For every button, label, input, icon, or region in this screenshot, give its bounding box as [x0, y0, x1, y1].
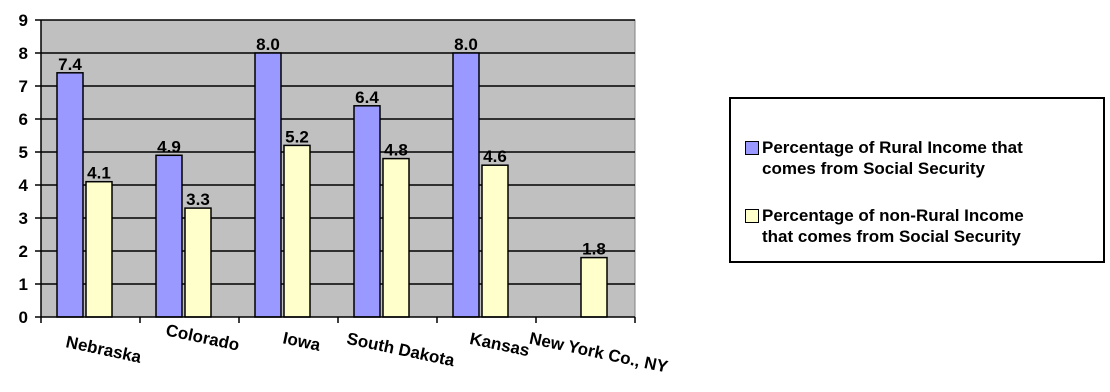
- bar: [382, 157, 410, 318]
- legend-swatch-rural: [745, 141, 759, 155]
- bar-value-label: 7.4: [58, 55, 82, 74]
- legend-swatch-non-rural: [745, 209, 759, 223]
- bar-value-label: 4.6: [483, 147, 507, 166]
- bar-value-label: 5.2: [285, 127, 309, 146]
- y-tick-label: 2: [19, 242, 28, 261]
- bar: [155, 154, 183, 318]
- legend-item-rural: Percentage of Rural Income that comes fr…: [745, 137, 1023, 179]
- y-tick-label: 6: [19, 110, 28, 129]
- x-tick-label: South Dakota: [345, 329, 457, 370]
- y-tick-label: 8: [19, 44, 28, 63]
- bar: [184, 207, 212, 318]
- bar: [283, 144, 311, 318]
- bar-value-label: 1.8: [582, 240, 606, 259]
- bar-value-label: 4.8: [384, 141, 408, 160]
- bar: [452, 52, 480, 318]
- bar: [580, 256, 608, 318]
- y-tick-label: 7: [19, 77, 28, 96]
- y-tick-label: 3: [19, 209, 28, 228]
- bar: [254, 52, 282, 318]
- bar: [85, 180, 113, 318]
- legend-label-rural: Percentage of Rural Income that comes fr…: [762, 138, 1023, 178]
- y-tick-label: 9: [19, 11, 28, 30]
- bar-value-label: 4.9: [157, 137, 181, 156]
- bar-chart: 7.4 4.9 8.0 6.4 8.0 4.1 3.3 5.2 4.8 4.6 1.8 0 1 2 3 4 5…: [19, 11, 671, 377]
- bar: [56, 72, 84, 318]
- data-labels: 7.4 4.9 8.0 6.4 8.0 4.1 3.3 5.2 4.8 4.6 1.8: [58, 35, 606, 259]
- legend: Percentage of Rural Income that comes fr…: [729, 97, 1105, 263]
- axes: [35, 19, 636, 323]
- bar: [481, 164, 509, 318]
- y-tick-label: 5: [19, 143, 28, 162]
- x-tick-label: New York Co., NY: [528, 329, 671, 377]
- legend-item-non-rural: Percentage of non-Rural Income that come…: [745, 205, 1024, 247]
- bar-value-label: 6.4: [355, 88, 379, 107]
- x-tick-label: Colorado: [164, 321, 241, 355]
- x-tick-labels: Nebraska Colorado Iowa South Dakota KansasNe…: [64, 321, 670, 377]
- y-tick-labels: 0 1 2 3 4 5 6 7 8 9: [19, 11, 29, 327]
- bar-value-label: 8.0: [454, 35, 478, 54]
- y-tick-label: 0: [19, 308, 28, 327]
- y-tick-label: 1: [19, 275, 28, 294]
- bar-value-label: 8.0: [256, 35, 280, 54]
- legend-label-non-rural: Percentage of non-Rural Income that come…: [762, 206, 1024, 246]
- bar: [353, 105, 381, 318]
- y-tick-label: 4: [19, 176, 29, 195]
- plot-area: [40, 19, 636, 318]
- x-tick-label: Iowa: [281, 328, 322, 355]
- x-tick-label: Nebraska: [64, 332, 143, 367]
- x-tick-label: Kansas: [468, 329, 531, 360]
- bars: [56, 52, 608, 318]
- bar-value-label: 4.1: [87, 164, 111, 183]
- gridlines: [41, 19, 635, 285]
- bar-value-label: 3.3: [186, 190, 210, 209]
